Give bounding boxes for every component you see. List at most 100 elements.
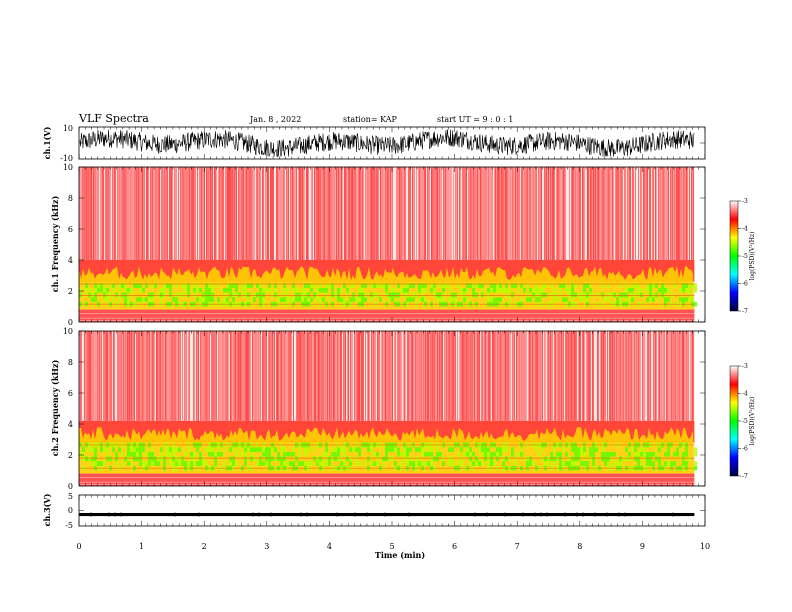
spectrogram-green-cell bbox=[370, 447, 373, 452]
spectrogram-green-cell bbox=[280, 447, 283, 452]
spectrogram-green-cell bbox=[85, 283, 88, 288]
spectrogram-green-cell bbox=[535, 287, 538, 293]
ch3-ytick-label-mid: 0 bbox=[68, 506, 73, 515]
spectrogram-green-cell bbox=[79, 451, 82, 457]
spectrogram-green-cell bbox=[157, 456, 160, 462]
spectrogram-green-cell bbox=[286, 451, 289, 457]
spectrogram-green-cell bbox=[403, 456, 406, 462]
spectrogram-green-cell bbox=[286, 297, 289, 302]
spectrogram-green-cell bbox=[529, 456, 532, 462]
spectrogram-green-cell bbox=[124, 297, 127, 302]
spectrogram-green-cell bbox=[688, 283, 691, 288]
spectrogram-green-cell bbox=[595, 447, 598, 452]
spectrogram-green-cell bbox=[496, 451, 499, 457]
spectrogram-green-cell bbox=[406, 287, 409, 293]
spectrogram-green-cell bbox=[493, 283, 496, 288]
spectrogram-green-cell bbox=[607, 292, 610, 298]
spectrogram-green-cell bbox=[256, 461, 259, 466]
spectrogram-green-cell bbox=[571, 461, 574, 466]
spectrogram-green-cell bbox=[250, 456, 253, 462]
spectrogram-green-cell bbox=[526, 456, 529, 462]
spectrogram-green-cell bbox=[103, 461, 106, 466]
spectrogram-green-cell bbox=[160, 451, 163, 457]
spectrogram-green-cell bbox=[604, 456, 607, 462]
spectrogram-green-cell bbox=[232, 456, 235, 462]
ch1-spectrogram-panel: 0 2 4 6 8 10 ch.1 Frequency (kHz) bbox=[50, 163, 706, 327]
spectrogram-green-cell bbox=[610, 456, 613, 462]
spectrogram-green-cell bbox=[424, 297, 427, 302]
spectrogram-green-cell bbox=[685, 283, 688, 288]
spectrogram-green-cell bbox=[184, 287, 187, 293]
spectrogram-green-cell bbox=[637, 292, 640, 298]
spectrogram-green-cell bbox=[253, 292, 256, 298]
spectrogram-green-cell bbox=[607, 297, 610, 302]
spectrogram-green-cell bbox=[88, 456, 91, 462]
spectrogram-green-cell bbox=[460, 292, 463, 298]
spectrogram-green-cell bbox=[304, 292, 307, 298]
spectrogram-green-cell bbox=[664, 461, 667, 466]
spectrogram-green-cell bbox=[586, 297, 589, 302]
spectrogram-green-cell bbox=[94, 283, 97, 288]
spectrogram-green-cell bbox=[112, 283, 115, 288]
spectrogram-green-cell bbox=[94, 461, 97, 466]
spectrogram-green-cell bbox=[406, 283, 409, 288]
spectrogram-green-cell bbox=[604, 451, 607, 457]
spectrogram-green-cell bbox=[421, 451, 424, 457]
spectrogram-green-cell bbox=[589, 283, 592, 288]
spectrogram-green-cell bbox=[619, 297, 622, 302]
spectrogram-green-cell bbox=[202, 297, 205, 302]
spectrogram-green-cell bbox=[412, 292, 415, 298]
spectrogram-green-cell bbox=[163, 461, 166, 466]
spectrogram-green-cell bbox=[103, 447, 106, 452]
spectrogram-green-cell bbox=[190, 456, 193, 462]
spectrogram-green-cell bbox=[109, 292, 112, 298]
spectrogram-green-cell bbox=[343, 461, 346, 466]
spectrogram-green-cell bbox=[178, 456, 181, 462]
spectrogram-green-cell bbox=[556, 451, 559, 457]
spectrogram-green-cell bbox=[97, 283, 100, 288]
spectrogram-green-cell bbox=[490, 283, 493, 288]
spectrogram-green-cell bbox=[184, 283, 187, 288]
spectrogram-green-cell bbox=[205, 287, 208, 293]
spectrogram-low-band bbox=[79, 309, 695, 322]
spectrogram-green-cell bbox=[151, 283, 154, 288]
spectrogram-green-cell bbox=[688, 456, 691, 462]
spectrogram-green-cell bbox=[454, 297, 457, 302]
spectrogram-green-cell bbox=[694, 287, 697, 293]
spectrogram-green-cell bbox=[199, 456, 202, 462]
spectrogram-green-cell bbox=[625, 292, 628, 298]
spectrogram-green-cell bbox=[577, 447, 580, 452]
spectrogram-green-cell bbox=[526, 292, 529, 298]
spectrogram-green-cell bbox=[118, 283, 121, 288]
spectrogram-green-cell bbox=[634, 451, 637, 457]
spectrogram-green-cell bbox=[634, 292, 637, 298]
spectrogram-green-cell bbox=[310, 287, 313, 293]
spectrogram-green-cell bbox=[91, 292, 94, 298]
spectrogram-green-cell bbox=[208, 287, 211, 293]
spectrogram-green-cell bbox=[151, 297, 154, 302]
spectrogram-green-cell bbox=[553, 461, 556, 466]
spectrogram-green-cell bbox=[580, 451, 583, 457]
spectrogram-green-cell bbox=[559, 287, 562, 293]
spectrogram-green-cell bbox=[478, 456, 481, 462]
spectrogram-green-cell bbox=[175, 461, 178, 466]
spectrogram-green-cell bbox=[292, 287, 295, 293]
spectrogram-green-cell bbox=[169, 451, 172, 457]
spectrogram-green-cell bbox=[133, 283, 136, 288]
spectrogram-green-cell bbox=[268, 287, 271, 293]
spectrogram-green-cell bbox=[685, 451, 688, 457]
spectrogram-green-cell bbox=[403, 451, 406, 457]
spectrogram-green-cell bbox=[370, 292, 373, 298]
spectrogram-green-cell bbox=[139, 297, 142, 302]
spectrogram-green-cell bbox=[649, 287, 652, 293]
spectrogram-green-cell bbox=[139, 287, 142, 293]
spectrogram-green-cell bbox=[439, 292, 442, 298]
spectrogram-green-cell bbox=[262, 287, 265, 293]
spectrogram-green-cell bbox=[472, 283, 475, 288]
spectrogram-green-cell bbox=[259, 456, 262, 462]
spectrogram-green-cell bbox=[688, 297, 691, 302]
x-tick-label: 7 bbox=[515, 542, 520, 551]
spectrogram-green-cell bbox=[436, 456, 439, 462]
spectrogram-green-cell bbox=[316, 297, 319, 302]
spectrogram-green-cell bbox=[529, 297, 532, 302]
